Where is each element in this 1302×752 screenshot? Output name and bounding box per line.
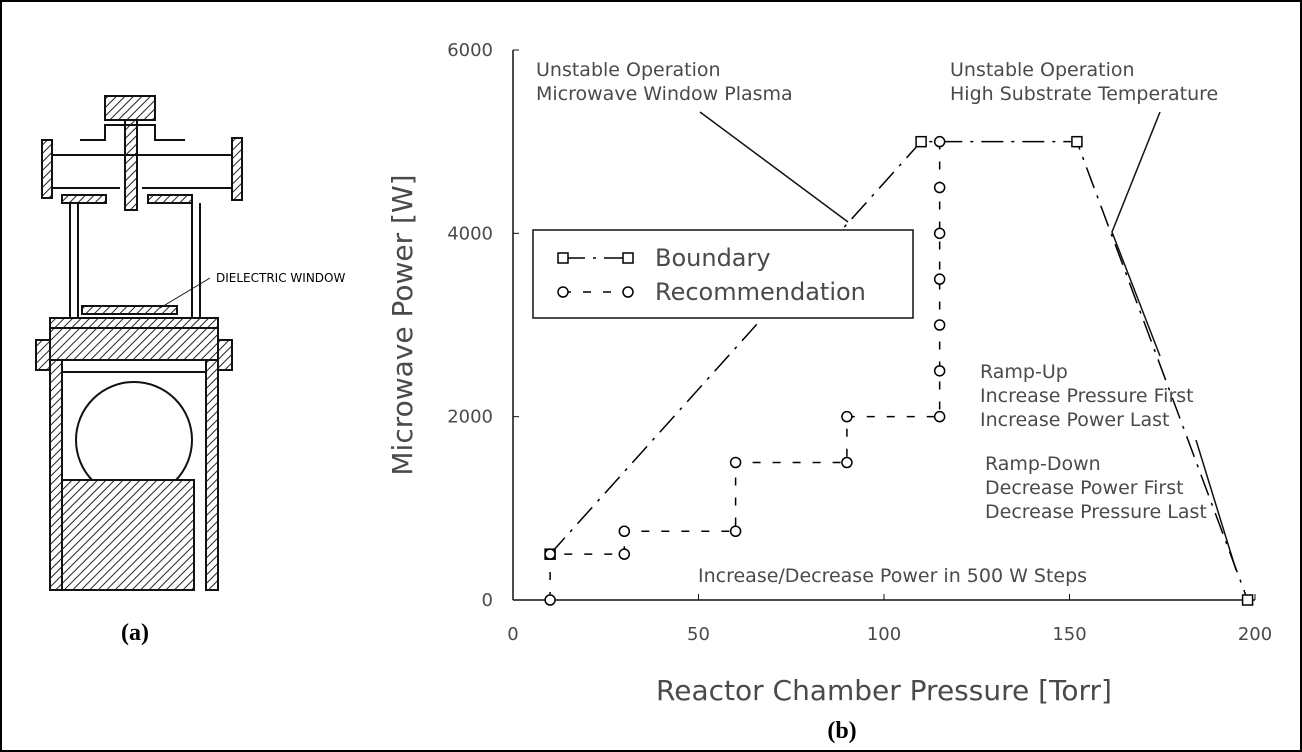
legend-box (532, 229, 914, 319)
annotation: Increase Power Last (980, 409, 1170, 431)
panel-label: (b) (827, 718, 856, 744)
series-line (549, 140, 1249, 601)
reactor-diagram (35, 95, 243, 591)
annotation: Microwave Window Plasma (536, 83, 793, 105)
marker (933, 319, 946, 331)
annotation: Ramp-Down (985, 453, 1101, 475)
marker (933, 181, 946, 194)
annotation: Unstable Operation (950, 59, 1135, 81)
annotation: Ramp-Up (980, 361, 1068, 383)
x-tick-label: 0 (507, 624, 518, 645)
x-tick-label: 50 (687, 624, 710, 645)
legend-marker (622, 286, 634, 298)
marker (841, 456, 853, 469)
marker (915, 135, 927, 148)
marker (618, 548, 631, 560)
x-tick-label: 200 (1238, 624, 1272, 645)
marker (841, 410, 853, 423)
legend-label: Recommendation (655, 278, 866, 306)
diagram-label: DIELECTRIC WINDOW (216, 271, 345, 285)
annotation: Unstable Operation (536, 59, 721, 81)
x-tick-label: 150 (1052, 624, 1086, 645)
annotation: Increase/Decrease Power in 500 W Steps (698, 565, 1087, 587)
y-axis-label: Microwave Power [W] (386, 174, 419, 475)
y-tick-label: 6000 (447, 40, 493, 61)
marker (618, 525, 631, 537)
marker (933, 227, 946, 240)
legend-marker (622, 252, 634, 264)
y-tick-label: 2000 (447, 407, 493, 428)
y-tick-label: 0 (482, 590, 493, 611)
marker (544, 548, 556, 560)
legend-marker (557, 252, 569, 264)
legend-marker (557, 286, 569, 298)
x-tick-label: 100 (867, 624, 901, 645)
legend-label: Boundary (655, 244, 771, 272)
marker (729, 525, 742, 537)
marker (729, 456, 742, 469)
marker (933, 410, 946, 423)
annotation: Decrease Power First (985, 477, 1184, 499)
marker (1071, 135, 1083, 148)
marker (933, 273, 946, 285)
annotation: Increase Pressure First (980, 385, 1194, 407)
annotation: High Substrate Temperature (950, 83, 1218, 105)
marker (933, 135, 946, 148)
panel-label: (a) (121, 620, 149, 646)
x-axis-label: Reactor Chamber Pressure [Torr] (656, 674, 1112, 707)
y-tick-label: 4000 (447, 223, 493, 244)
annotation-pointers (699, 111, 1237, 571)
marker (544, 594, 556, 606)
annotation: Decrease Pressure Last (985, 501, 1207, 523)
marker (933, 365, 946, 377)
marker (1241, 594, 1254, 606)
